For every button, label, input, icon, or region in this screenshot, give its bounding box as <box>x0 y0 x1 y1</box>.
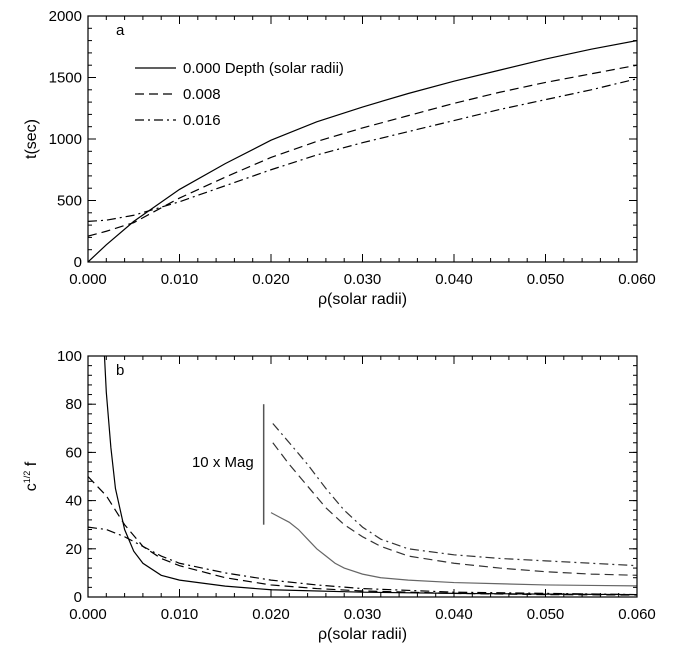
legend-entry: 0.008 <box>183 86 221 103</box>
series-line-b-5 <box>272 423 637 567</box>
y-axis-label-superscript: 1/2 <box>22 471 32 484</box>
x-tick-label: 0.050 <box>527 271 565 288</box>
x-tick-label: 0.030 <box>344 606 382 623</box>
legend-entry: 0.016 <box>183 112 221 129</box>
x-tick-label: 0.000 <box>69 271 107 288</box>
y-tick-label: 0 <box>74 254 82 271</box>
y-tick-label: 40 <box>65 493 82 510</box>
x-axis-label: ρ(solar radii) <box>318 626 407 643</box>
y-axis-label-suffix: f <box>23 461 40 470</box>
x-tick-label: 0.030 <box>344 271 382 288</box>
x-tick-label: 0.040 <box>435 271 473 288</box>
y-tick-label: 1000 <box>49 131 82 148</box>
x-tick-label: 0.050 <box>527 606 565 623</box>
x-axis-label: ρ(solar radii) <box>318 291 407 308</box>
x-tick-label: 0.020 <box>252 271 290 288</box>
x-tick-label: 0.020 <box>252 606 290 623</box>
panel-a: 0.000 0.010 0.020 0.030 0.040 0.050 0.060 0 500 1… <box>23 8 656 308</box>
y-axis-label: t(sec) <box>23 119 40 159</box>
x-tick-label: 0.060 <box>618 606 656 623</box>
x-tick-label: 0.010 <box>161 606 199 623</box>
x-tick-label: 0.040 <box>435 606 473 623</box>
y-axis-label: c1/2 f <box>22 461 40 491</box>
legend-entry: 0.000 Depth (solar radii) <box>183 60 344 77</box>
panel-label: a <box>116 22 125 39</box>
series-line-a-0 <box>88 40 637 262</box>
y-tick-label: 1500 <box>49 70 82 87</box>
y-tick-label: 80 <box>65 396 82 413</box>
y-tick-label: 500 <box>57 193 82 210</box>
series-line-a-2 <box>88 78 637 223</box>
series-line-b-3 <box>270 512 637 587</box>
y-tick-label: 60 <box>65 444 82 461</box>
x-tick-label: 0.060 <box>618 271 656 288</box>
x-tick-label: 0.000 <box>69 606 107 623</box>
plot-frame <box>87 15 638 263</box>
y-tick-label: 0 <box>74 589 82 606</box>
y-tick-label: 2000 <box>49 8 82 25</box>
plot-frame <box>87 355 638 598</box>
panel-b: 0.000 0.010 0.020 0.030 0.040 0.050 0.060 0 20 40… <box>22 348 656 643</box>
x-tick-label: 0.010 <box>161 271 199 288</box>
annotation-label: 10 x Mag <box>192 454 254 471</box>
series-line-b-0 <box>103 356 637 596</box>
y-tick-label: 20 <box>65 541 82 558</box>
panel-label: b <box>116 362 124 379</box>
y-tick-label: 100 <box>57 348 82 365</box>
series-line-a-1 <box>88 64 637 237</box>
